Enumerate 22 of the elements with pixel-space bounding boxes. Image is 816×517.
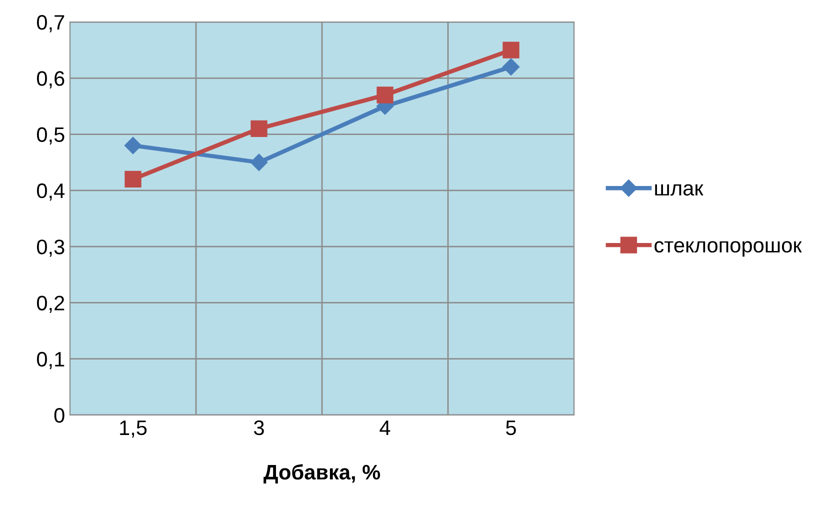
y-tick-label: 0,3	[36, 240, 64, 257]
x-tick-label: 4	[380, 420, 390, 435]
x-tick-label: 1,5	[120, 420, 147, 438]
x-tick-label: 3	[254, 420, 264, 436]
y-tick-label: 0,7	[36, 15, 64, 32]
point	[250, 120, 268, 138]
y-tick-label: 0,4	[36, 183, 65, 201]
point	[124, 170, 142, 188]
point	[502, 42, 520, 58]
y-tick-label: 0	[54, 408, 64, 423]
y-tick-label: 0,6	[36, 71, 64, 88]
point	[376, 86, 394, 104]
y-tick-label: 0,2	[36, 296, 64, 313]
x-axis-title: Добавка, %	[264, 464, 380, 484]
point	[124, 136, 142, 154]
legend-label: стеклопорошок	[654, 241, 802, 257]
legend-label: шлак	[655, 184, 704, 196]
point	[502, 58, 520, 76]
x-tick-label: 5	[506, 420, 516, 436]
y-tick-label: 0,1	[36, 352, 64, 370]
y-tick-label: 0,5	[36, 127, 64, 144]
point	[250, 154, 268, 171]
